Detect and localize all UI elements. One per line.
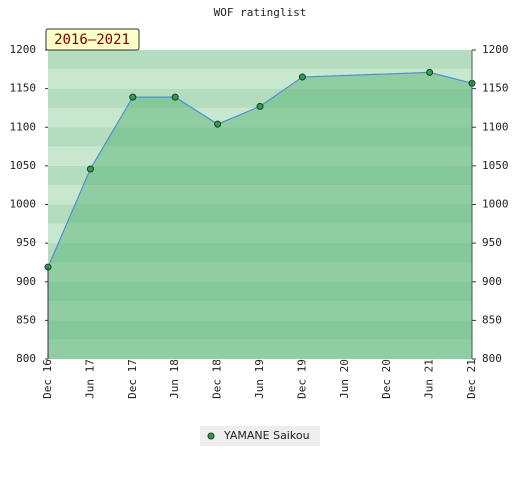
background-band — [48, 88, 472, 108]
y-tick-label: 1000 — [10, 198, 37, 211]
x-tick-label: Dec 17 — [126, 359, 139, 399]
y2-tick-label: 1150 — [482, 82, 509, 95]
y-tick-label: 800 — [16, 352, 36, 365]
y2-tick-label: 1050 — [482, 159, 509, 172]
point — [86, 165, 94, 173]
background-band — [48, 301, 472, 321]
background-band — [48, 243, 472, 263]
background-band — [48, 146, 472, 166]
background-band — [48, 165, 472, 186]
area — [48, 72, 472, 359]
background-band — [48, 204, 472, 224]
y-tick-label: 1200 — [10, 43, 37, 56]
x-tick-label: Jun 19 — [253, 359, 266, 399]
background-band — [48, 281, 472, 302]
y2-tick-label: 1000 — [482, 198, 509, 211]
x-tick-label: Jun 20 — [338, 359, 351, 399]
y-tick-label: 1050 — [10, 159, 37, 172]
annotation: 2016–2021 — [54, 32, 130, 48]
y2-tick-label: 950 — [482, 236, 502, 249]
background-band — [48, 339, 472, 359]
x-tick-label: Dec 19 — [295, 359, 308, 399]
y2-tick-label: 1200 — [482, 43, 509, 56]
background-band — [48, 107, 472, 128]
background-band — [48, 50, 472, 70]
annotation-box — [45, 28, 140, 51]
x-tick-label: Dec 16 — [41, 359, 54, 399]
point — [426, 68, 434, 76]
y2-tick-label: 900 — [482, 275, 502, 288]
background-band — [48, 320, 472, 340]
background-band — [48, 185, 472, 205]
legend-label: YAMANE Saikou — [223, 429, 310, 442]
y2-tick-label: 850 — [482, 313, 502, 326]
legend-marker — [207, 432, 215, 440]
y-tick-label: 1100 — [10, 120, 37, 133]
background-band — [48, 127, 472, 147]
y-tick-label: 1150 — [10, 82, 37, 95]
point — [298, 73, 306, 81]
y2-tick-label: 800 — [482, 352, 502, 365]
background-band — [48, 223, 472, 244]
y-tick-label: 950 — [16, 236, 36, 249]
point — [214, 120, 222, 128]
legend-box — [200, 426, 320, 446]
y-tick-label: 900 — [16, 275, 36, 288]
x-tick-label: Dec 18 — [211, 359, 224, 399]
x-tick-label: Jun 21 — [423, 359, 436, 399]
point — [256, 102, 264, 110]
y-tick-label: 850 — [16, 313, 36, 326]
x-tick-label: Jun 18 — [168, 359, 181, 399]
point — [129, 93, 137, 101]
chart-title: WOF ratinglist — [214, 6, 307, 19]
point — [171, 93, 179, 101]
background-band — [48, 262, 472, 282]
y2-tick-label: 1100 — [482, 120, 509, 133]
x-tick-label: Dec 20 — [380, 359, 393, 399]
x-tick-label: Jun 17 — [83, 359, 96, 399]
x-tick-label: Dec 21 — [465, 359, 478, 399]
